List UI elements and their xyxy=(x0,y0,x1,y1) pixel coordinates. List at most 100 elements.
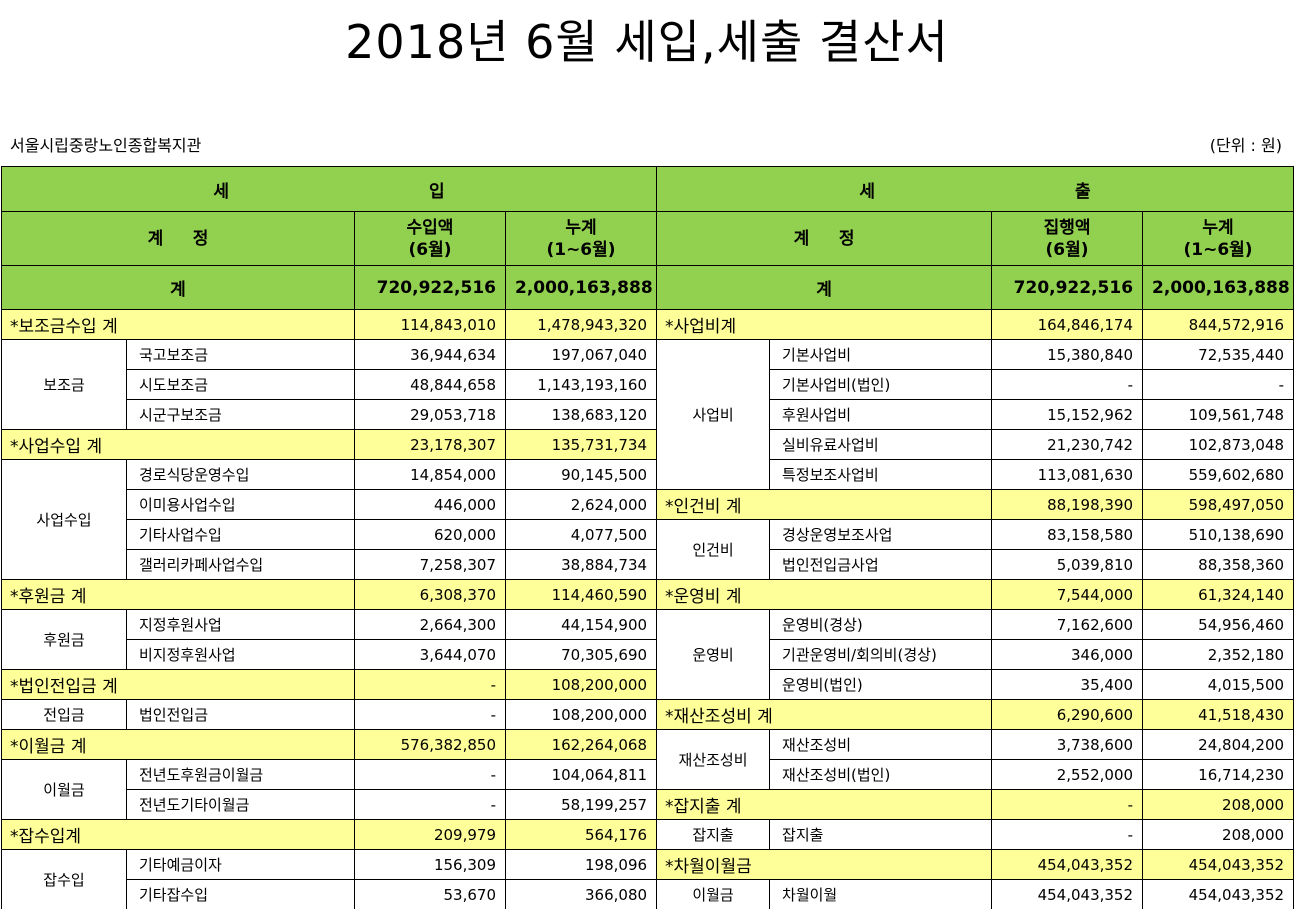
subtotal-label: *잡수입계 xyxy=(1,819,355,850)
table-row: *법인전입금 계 - 108,200,000 운영비(법인) 35,400 4,… xyxy=(1,669,1294,700)
subtotal-month: 88,198,390 xyxy=(991,489,1144,520)
table-row: *사업수입 계 23,178,307 135,731,734 실비유료사업비 2… xyxy=(1,429,1294,460)
subtotal-month: 23,178,307 xyxy=(354,429,506,460)
header-row-columns: 계 정 수입액 (6월) 누계 (1~6월) 계 정 집행액 (6월) 누계 (1~6월… xyxy=(1,211,1294,266)
subtotal-cum: 1,478,943,320 xyxy=(504,309,658,340)
item-cum: 90,145,500 xyxy=(504,459,658,490)
item-month: - xyxy=(354,699,506,730)
item-name: 전년도후원금이월금 xyxy=(126,759,355,790)
subtotal-cum: 61,324,140 xyxy=(1142,579,1294,610)
table-row: 전입금 법인전입금 - 108,200,000 *재산조성비 계 6,290,6… xyxy=(1,699,1294,730)
item-month: - xyxy=(354,789,506,820)
item-cum: 72,535,440 xyxy=(1142,339,1294,370)
item-month: 29,053,718 xyxy=(354,399,506,430)
subtotal-label: *차월이월금 xyxy=(656,849,993,880)
subtotal-cum: 564,176 xyxy=(504,819,658,850)
item-name: 법인전입금 xyxy=(126,699,355,730)
table-row: 시도보조금 48,844,658 1,143,193,160 기본사업비(법인)… xyxy=(2,369,1294,400)
item-name: 재산조성비(법인) xyxy=(769,759,993,790)
item-name: 비지정후원사업 xyxy=(126,639,355,670)
item-month: 3,738,600 xyxy=(991,729,1144,760)
item-month: 346,000 xyxy=(991,639,1144,670)
income-cumulative-header: 누계 (1~6월) xyxy=(504,211,658,266)
item-month: - xyxy=(354,759,506,790)
item-name: 재산조성비 xyxy=(769,729,993,760)
item-name: 갤러리카페사업수입 xyxy=(126,549,355,580)
item-name: 이미용사업수입 xyxy=(126,489,355,520)
item-cum: 138,683,120 xyxy=(504,399,658,430)
subtotal-cum: 162,264,068 xyxy=(504,729,658,760)
table-row: 시군구보조금 29,053,718 138,683,120 후원사업비 15,1… xyxy=(2,399,1294,430)
item-name: 기본사업비(법인) xyxy=(769,369,993,400)
item-name: 경상운영보조사업 xyxy=(769,519,993,550)
expense-account-header: 계 정 xyxy=(656,211,993,266)
subtotal-label: *재산조성비 계 xyxy=(656,699,993,730)
item-cum: 366,080 xyxy=(504,879,658,909)
table-row: *이월금 계 576,382,850 162,264,068 재산조성비 재산조… xyxy=(1,729,1294,790)
item-month: 7,162,600 xyxy=(991,609,1144,640)
group-label: 사업수입 xyxy=(1,459,127,580)
subtotal-cum: 454,043,352 xyxy=(1142,849,1294,880)
table-row: *후원금 계 6,308,370 114,460,590 *운영비 계 7,54… xyxy=(1,579,1294,610)
subtotal-cum: 208,000 xyxy=(1142,789,1294,820)
subtotal-month: 7,544,000 xyxy=(991,579,1144,610)
expense-total-label: 계 xyxy=(656,265,993,310)
subtotal-label: *이월금 계 xyxy=(1,729,355,760)
item-month: 53,670 xyxy=(354,879,506,909)
item-month: 48,844,658 xyxy=(354,369,506,400)
group-label: 운영비 xyxy=(656,609,771,700)
subtotal-month: 6,308,370 xyxy=(354,579,506,610)
item-cum: 559,602,680 xyxy=(1142,459,1294,490)
income-account-header: 계 정 xyxy=(1,211,355,266)
item-name: 운영비(법인) xyxy=(769,669,993,700)
item-name: 국고보조금 xyxy=(126,339,355,370)
subtotal-cum: 41,518,430 xyxy=(1142,699,1294,730)
item-cum: - xyxy=(1142,369,1294,400)
subtotal-month: - xyxy=(991,789,1144,820)
item-name: 기본사업비 xyxy=(769,339,993,370)
item-cum: 510,138,690 xyxy=(1142,519,1294,550)
item-cum: 4,077,500 xyxy=(504,519,658,550)
subtotal-label: *사업비계 xyxy=(656,309,993,340)
subtotal-cum: 598,497,050 xyxy=(1142,489,1294,520)
item-month: - xyxy=(991,819,1144,850)
item-month: 36,944,634 xyxy=(354,339,506,370)
group-label: 이월금 xyxy=(656,879,771,909)
item-name: 기타예금이자 xyxy=(126,849,355,880)
organization-name: 서울시립중랑노인종합복지관 xyxy=(10,136,202,155)
item-cum: 108,200,000 xyxy=(504,699,658,730)
subtotal-cum: 108,200,000 xyxy=(504,669,658,700)
item-name: 운영비(경상) xyxy=(769,609,993,640)
item-cum: 102,873,048 xyxy=(1142,429,1294,460)
subtotal-cum: 135,731,734 xyxy=(504,429,658,460)
item-cum: 197,067,040 xyxy=(504,339,658,370)
group-label: 전입금 xyxy=(1,699,127,730)
table-row: 기타잡수입 53,670 366,080 이월금 차월이월 454,043,35… xyxy=(2,879,1294,909)
group-label: 재산조성비 xyxy=(656,729,771,790)
subtotal-month: 114,843,010 xyxy=(354,309,506,340)
item-month: 3,644,070 xyxy=(354,639,506,670)
table-row: 보조금 국고보조금 36,944,634 197,067,040 사업비 기본사… xyxy=(1,339,1294,490)
subtotal-month: - xyxy=(354,669,506,700)
page-title: 2018년 6월 세입,세출 결산서 xyxy=(345,15,949,69)
group-label: 후원금 xyxy=(1,609,127,670)
group-label: 잡수입 xyxy=(1,849,127,909)
item-name: 법인전입금사업 xyxy=(769,549,993,580)
item-month: 83,158,580 xyxy=(991,519,1144,550)
group-label: 잡지출 xyxy=(656,819,771,850)
item-cum: 2,352,180 xyxy=(1142,639,1294,670)
item-name: 실비유료사업비 xyxy=(769,429,993,460)
subtotal-cum: 114,460,590 xyxy=(504,579,658,610)
item-cum: 58,199,257 xyxy=(504,789,658,820)
income-total-label: 계 xyxy=(1,265,355,310)
item-name: 기타잡수입 xyxy=(126,879,355,909)
item-month: 620,000 xyxy=(354,519,506,550)
item-month: - xyxy=(991,369,1144,400)
group-label: 인건비 xyxy=(656,519,771,580)
item-month: 2,664,300 xyxy=(354,609,506,640)
item-month: 14,854,000 xyxy=(354,459,506,490)
table-row: *보조금수입 계 114,843,010 1,478,943,320 *사업비계… xyxy=(1,309,1294,340)
